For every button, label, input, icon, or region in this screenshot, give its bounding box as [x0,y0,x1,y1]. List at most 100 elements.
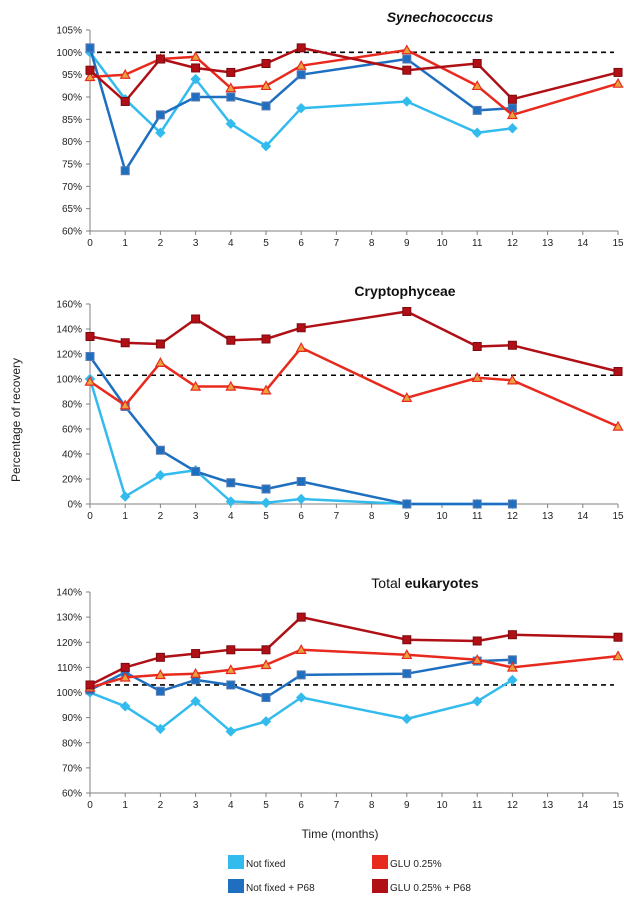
y-tick-label: 140% [56,588,82,599]
data-point [402,499,412,509]
x-tick-label: 6 [298,800,304,811]
data-point [225,726,237,737]
legend-label: GLU 0.25% + P68 [390,883,471,894]
data-point [401,649,413,660]
x-tick-label: 6 [298,511,304,522]
data-point [472,342,482,351]
data-point [401,713,413,725]
data-point [260,80,272,91]
data-point [190,667,202,678]
series-line [88,355,513,506]
legend: Not fixed GLU 0.25% Not fixed + P68 GLU 0.2… [228,855,471,894]
x-tick-label: 9 [404,800,410,811]
x-tick-label: 11 [472,238,483,249]
panel-title: Cryptophyceae [354,283,455,299]
x-tick-label: 14 [577,511,589,522]
series-not-fixed [84,674,518,737]
data-point [260,659,272,670]
data-point [155,470,166,481]
series-line [89,310,619,373]
y-tick-label: 140% [56,325,82,336]
data-point [191,649,201,659]
panel-1: 60%65%70%75%80%85%90%95%100%105%0 1 2 3 4 5 6 7… [56,9,624,249]
data-point [226,92,236,102]
x-tick-label: 10 [436,800,448,811]
data-point [507,674,518,686]
data-point [402,307,412,316]
data-point [119,68,131,79]
legend-item-not-fixed-p68: Not fixed + P68 [228,879,315,894]
x-tick-label: 1 [122,800,128,811]
x-tick-label: 3 [193,238,199,249]
legend-swatch [228,879,244,893]
series-glu-0-25-p68 [85,43,623,106]
data-point [155,723,166,735]
data-point [295,493,307,505]
data-point [260,716,272,727]
series-glu-0-25-p68 [85,307,623,376]
x-tick-label: 7 [334,511,340,522]
series-glu-0-25 [84,644,624,692]
data-point [296,323,306,333]
data-point [225,82,237,93]
data-point [471,372,483,382]
x-tick-label: 10 [436,511,448,522]
data-point [402,65,412,75]
x-tick-label: 1 [122,238,128,249]
y-tick-label: 100% [56,375,82,386]
data-point [613,367,623,376]
series-not-fixed-p68 [85,43,517,176]
x-tick-label: 2 [158,238,164,249]
data-point [190,51,202,62]
data-point [295,102,307,114]
data-point [507,630,517,640]
x-tick-label: 6 [298,238,304,249]
y-tick-label: 80% [62,400,82,411]
data-point [155,339,165,349]
x-tick-label: 9 [404,511,410,522]
data-point [226,335,236,345]
y-axis-label: Percentage of recovery [9,358,23,482]
panel-title: Synechococcus [387,9,494,25]
data-point [261,484,271,494]
x-tick-label: 12 [507,238,519,249]
data-point [190,696,201,707]
y-tick-label: 65% [62,204,82,215]
series-line [89,46,619,103]
data-point [119,399,131,410]
legend-label: GLU 0.25% [390,859,442,870]
data-point [472,105,482,115]
data-point [155,686,165,696]
y-tick-label: 95% [62,70,82,81]
y-tick-label: 100% [56,688,82,699]
y-tick-label: 0% [68,500,83,511]
x-tick-label: 0 [87,238,93,249]
x-tick-label: 0 [87,511,93,522]
data-point [402,669,412,679]
data-point [155,110,165,120]
series-not-fixed [84,373,518,510]
y-tick-label: 70% [62,182,82,193]
data-point [260,384,272,395]
x-tick-label: 3 [193,511,199,522]
data-point [401,96,413,107]
y-tick-label: 75% [62,160,82,171]
x-tick-label: 11 [472,511,483,522]
y-tick-label: 80% [62,738,82,749]
data-point [85,43,95,53]
x-tick-label: 5 [263,800,269,811]
data-point [225,496,237,507]
legend-swatch [228,855,244,869]
data-point [261,59,271,68]
data-point [120,96,130,106]
data-point [261,334,271,344]
y-tick-label: 130% [56,613,82,624]
data-point [295,59,307,70]
data-point [119,701,131,712]
data-point [296,670,306,680]
x-tick-label: 9 [404,238,410,249]
series-line [89,51,513,148]
data-point [154,357,166,367]
y-tick-label: 20% [62,475,82,486]
data-point [120,166,130,176]
